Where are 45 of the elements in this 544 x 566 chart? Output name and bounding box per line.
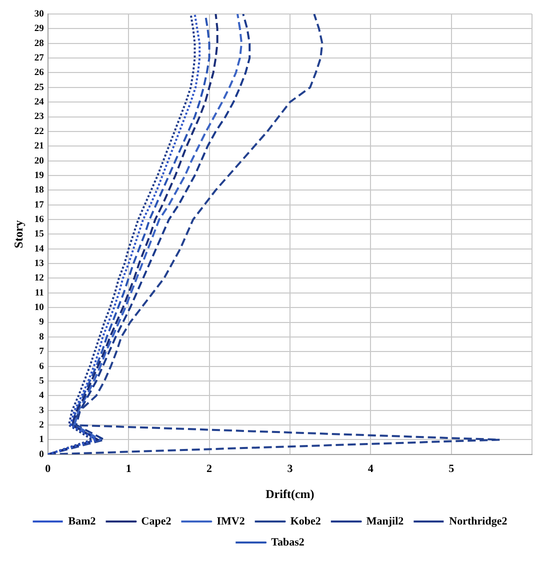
y-tick-label: 14 [34,244,44,254]
y-tick-label: 27 [34,53,44,64]
y-tick-label: 30 [34,9,44,20]
legend-label: Northridge2 [449,515,508,528]
y-tick-label: 13 [34,259,44,270]
legend-label: Tabas2 [271,536,305,548]
y-tick-label: 15 [34,230,44,240]
y-tick-label: 5 [39,376,44,386]
y-tick-label: 28 [34,38,44,49]
y-tick-label: 21 [34,142,44,152]
y-tick-label: 24 [34,98,44,108]
y-tick-label: 7 [39,347,44,358]
x-tick-label: 1 [126,462,132,475]
y-tick-label: 1 [39,435,44,446]
y-tick-label: 17 [34,200,44,210]
y-tick-label: 20 [34,156,44,166]
y-tick-label: 3 [39,406,44,416]
y-tick-label: 23 [34,112,44,122]
legend-label: Manjil2 [366,515,404,528]
legend-label: IMV2 [216,515,246,528]
x-tick-label: 3 [287,462,294,475]
y-tick-label: 19 [34,170,44,181]
y-tick-label: 6 [39,362,44,372]
y-tick-label: 9 [39,318,44,328]
y-tick-label: 22 [34,126,44,137]
y-tick-label: 12 [34,274,44,284]
x-tick-label: 2 [206,462,213,475]
x-tick-label: 4 [368,462,374,475]
y-tick-label: 29 [34,24,44,34]
y-tick-label: 11 [34,288,44,298]
legend-label: Cape2 [141,515,172,528]
x-axis-title: Drift(cm) [266,486,314,501]
y-tick-label: 8 [39,332,44,342]
legend-label: Bam2 [68,515,96,528]
y-tick-label: 2 [39,420,44,430]
y-tick-label: 4 [39,391,44,402]
legend-label: Kobe2 [290,515,322,528]
y-tick-label: 16 [34,214,44,225]
y-tick-label: 10 [34,303,44,314]
x-tick-label: 5 [448,462,455,475]
y-tick-label: 0 [39,450,44,460]
y-tick-label: 26 [34,68,44,78]
y-tick-label: 18 [34,186,44,196]
y-tick-label: 25 [34,82,44,93]
y-axis-title: Story [11,220,26,248]
